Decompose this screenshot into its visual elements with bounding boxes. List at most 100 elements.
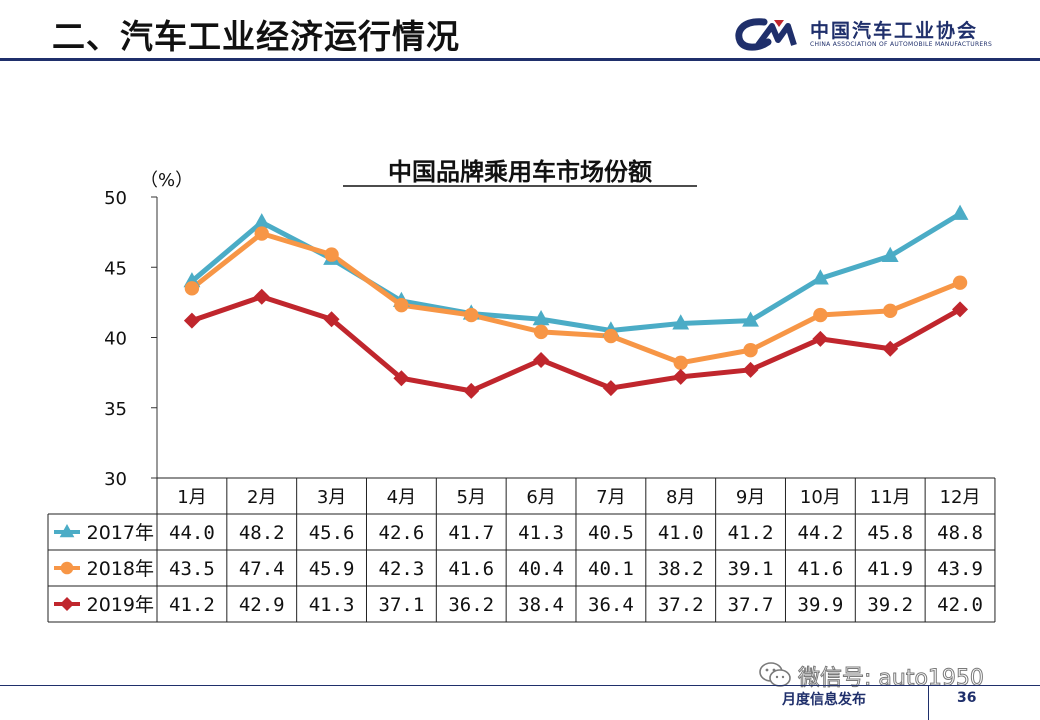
chart-axes: 30 35 40 45 50 — [104, 188, 158, 490]
data-cell: 44.2 — [798, 522, 844, 544]
data-cell: 44.0 — [169, 522, 215, 544]
data-cell: 48.2 — [239, 522, 285, 544]
legend-label: 2019年 — [87, 594, 154, 616]
data-point — [533, 351, 550, 368]
data-point — [673, 355, 688, 370]
data-point — [532, 310, 550, 326]
data-cell: 41.0 — [658, 522, 704, 544]
watermark-text: 微信号: auto1950 — [798, 666, 985, 692]
data-point — [253, 288, 270, 305]
x-category-label: 3月 — [317, 487, 346, 508]
x-category-label: 10月 — [800, 487, 841, 508]
data-point — [883, 303, 898, 319]
data-cell: 37.7 — [728, 594, 774, 616]
y-tick-label: 40 — [104, 329, 127, 350]
slide-header: 二、汽车工业经济运行情况 中国汽车工业协会 CHINA ASSOCIATION … — [0, 0, 1040, 62]
x-category-label: 7月 — [596, 487, 625, 508]
chart-markers — [183, 204, 969, 399]
data-cell: 48.8 — [937, 522, 983, 544]
series-line-3 — [189, 294, 963, 394]
data-cell: 45.6 — [309, 522, 355, 544]
x-category-label: 9月 — [736, 487, 765, 508]
data-point — [183, 312, 200, 329]
x-category-label: 1月 — [177, 487, 206, 508]
data-point — [812, 330, 829, 347]
data-point — [952, 275, 968, 290]
data-point — [253, 213, 271, 229]
legend-swatch-marker — [60, 561, 74, 575]
x-category-label: 4月 — [387, 487, 416, 508]
data-point — [672, 314, 690, 330]
data-cell: 39.1 — [728, 558, 774, 580]
page-number: 36 — [957, 690, 977, 706]
data-cell: 42.3 — [379, 558, 425, 580]
data-cell: 36.4 — [588, 594, 634, 616]
data-cell: 45.9 — [309, 558, 355, 580]
series-line-2 — [189, 231, 963, 366]
data-cell: 41.2 — [169, 594, 215, 616]
slide-title: 二、汽车工业经济运行情况 — [52, 17, 460, 56]
data-point — [463, 382, 480, 399]
data-point — [743, 342, 758, 358]
caam-logo-mark — [735, 18, 797, 51]
data-cell: 41.3 — [518, 522, 564, 544]
data-cell: 43.5 — [169, 558, 215, 580]
x-category-label: 6月 — [526, 487, 555, 508]
data-cell: 37.2 — [658, 594, 704, 616]
data-point — [603, 328, 619, 344]
data-point — [323, 311, 340, 328]
data-point — [393, 370, 410, 387]
x-category-label: 2月 — [247, 487, 276, 508]
data-cell: 41.6 — [798, 558, 844, 580]
data-point — [742, 311, 759, 327]
logo-org-name: 中国汽车工业协会 — [810, 20, 979, 42]
data-point — [881, 246, 899, 263]
data-cell: 40.4 — [518, 558, 564, 580]
x-category-label: 12月 — [940, 487, 981, 508]
data-point — [672, 368, 689, 385]
data-cell: 39.9 — [798, 594, 844, 616]
legend-label: 2017年 — [87, 522, 154, 544]
data-cell: 47.4 — [239, 558, 285, 580]
legend-label: 2018年 — [87, 558, 154, 580]
data-point — [742, 361, 759, 378]
data-point — [602, 380, 619, 397]
x-category-label: 5月 — [457, 487, 486, 508]
data-cell: 42.6 — [379, 522, 425, 544]
x-category-label: 8月 — [666, 487, 695, 508]
data-point — [813, 307, 828, 323]
data-point — [254, 226, 269, 241]
data-cell: 38.2 — [658, 558, 704, 580]
chart-title: 中国品牌乘用车市场份额 — [388, 158, 652, 186]
footer-divider — [0, 685, 1040, 686]
data-point — [324, 247, 339, 262]
data-point — [394, 297, 409, 313]
data-cell: 36.2 — [448, 594, 494, 616]
legend-swatch-marker — [59, 523, 75, 538]
data-cell: 40.1 — [588, 558, 634, 580]
data-cell: 41.9 — [867, 558, 913, 580]
y-tick-label: 45 — [104, 258, 127, 279]
chart-series-lines — [189, 211, 963, 394]
data-cell: 42.0 — [937, 594, 983, 616]
wechat-icon — [759, 662, 791, 687]
data-cell: 38.4 — [518, 594, 564, 616]
x-category-label: 11月 — [870, 487, 911, 508]
market-share-chart: 中国品牌乘用车市场份额 （%） 30 35 40 45 50 1月 2月 3月 4月 5月 6月 7… — [47, 158, 996, 623]
data-point — [464, 307, 479, 323]
data-point — [184, 281, 200, 296]
legend-swatch-marker — [60, 597, 74, 611]
data-point — [533, 324, 549, 340]
data-cell: 37.1 — [379, 594, 425, 616]
y-tick-label: 50 — [104, 188, 127, 209]
data-cell: 43.9 — [937, 558, 983, 580]
caam-logo: 中国汽车工业协会 CHINA ASSOCIATION OF AUTOMOBILE… — [734, 14, 1004, 54]
data-point — [952, 301, 969, 318]
y-axis-unit-label: （%） — [140, 170, 193, 191]
logo-org-english: CHINA ASSOCIATION OF AUTOMOBILE MANUFACT… — [810, 41, 993, 48]
data-point — [951, 204, 969, 220]
y-tick-label: 30 — [104, 469, 127, 490]
data-point — [882, 340, 899, 357]
data-cell: 39.2 — [867, 594, 913, 616]
footer-label: 月度信息发布 — [782, 692, 866, 708]
